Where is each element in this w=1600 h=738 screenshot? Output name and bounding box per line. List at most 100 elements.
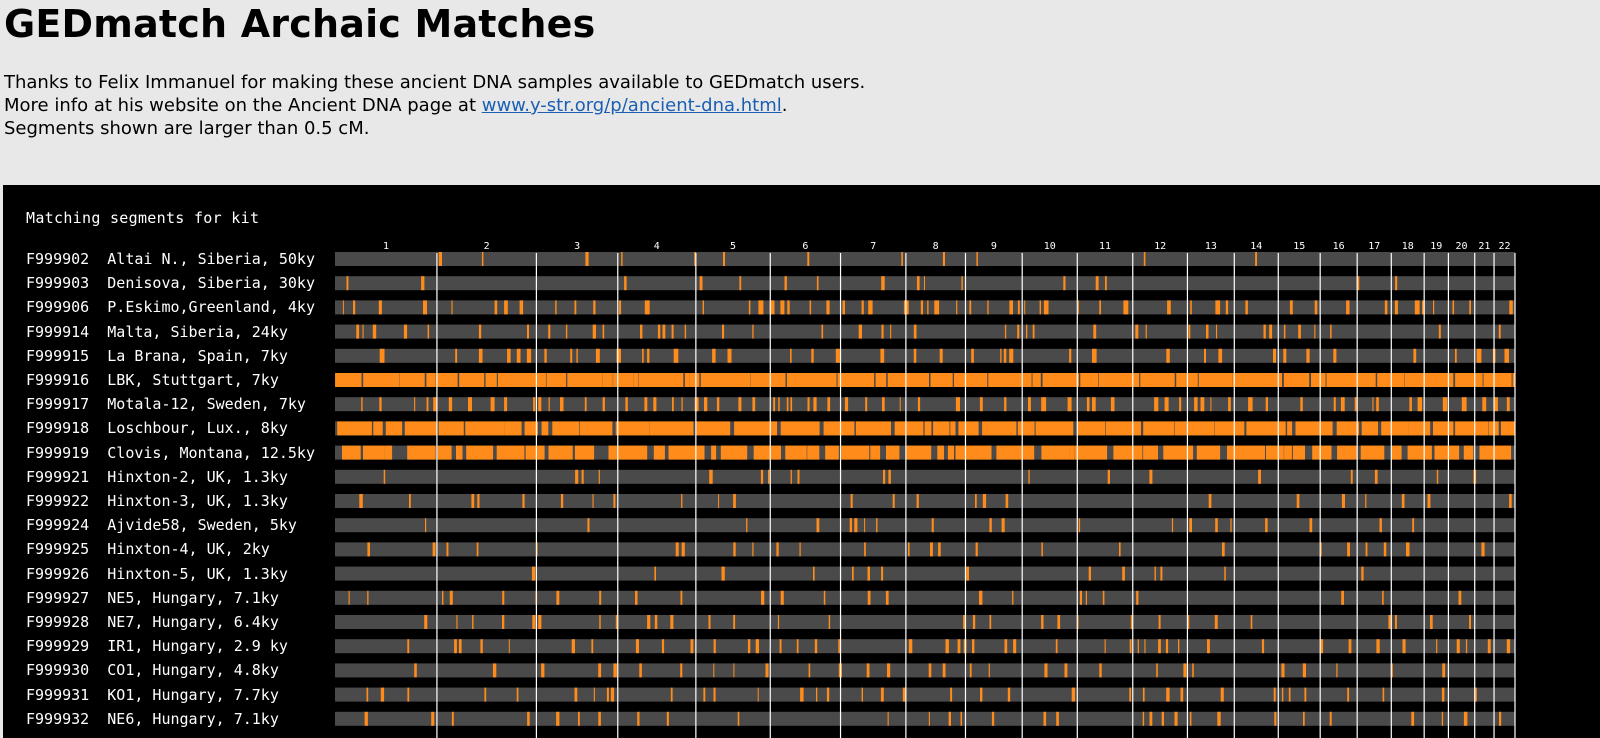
matching-segment	[492, 663, 497, 678]
matching-segment	[1136, 590, 1139, 605]
matching-segment	[1356, 276, 1360, 291]
matching-segment	[886, 445, 900, 460]
kit-row-label: F999921 Hinxton-2, UK, 1.3ky	[26, 468, 288, 486]
matching-segment	[593, 687, 595, 702]
matching-segment	[437, 445, 452, 460]
matching-segment	[1499, 711, 1502, 726]
matching-segment	[1092, 397, 1096, 412]
matching-segment	[1069, 348, 1072, 363]
matching-segment	[613, 373, 634, 387]
matching-segment	[556, 711, 560, 726]
matching-segment	[972, 639, 975, 654]
matching-segment	[581, 469, 584, 484]
matching-segment	[894, 421, 924, 436]
matching-segment	[870, 445, 881, 460]
matching-segment	[887, 711, 889, 726]
matching-segment	[748, 300, 751, 315]
kit-track-F999914	[335, 324, 1515, 339]
kit-track-F999926	[335, 566, 1515, 581]
matching-segment	[599, 615, 601, 629]
chromosome-label-12: 12	[1154, 241, 1166, 252]
matching-segment	[1200, 397, 1205, 412]
matching-segment	[1384, 300, 1388, 315]
matching-segment	[531, 566, 536, 581]
matching-segment	[813, 566, 815, 581]
matching-segment	[807, 445, 820, 460]
matching-segment	[1056, 711, 1059, 726]
matching-segment	[948, 711, 951, 726]
matching-segment	[790, 397, 793, 412]
matching-segment	[881, 276, 885, 291]
matching-segment	[1099, 663, 1102, 678]
kit-id: F999922	[26, 492, 90, 510]
kit-row-label: F999927 NE5, Hungary, 7.1ky	[26, 589, 279, 607]
matching-segment	[1458, 590, 1462, 605]
matching-segment	[1007, 687, 1011, 702]
chromosome-label-2: 2	[484, 241, 490, 252]
matching-segment	[433, 397, 437, 412]
matching-segment	[684, 324, 687, 339]
matching-segment	[727, 348, 732, 363]
matching-segment	[899, 397, 901, 412]
matching-segment	[1265, 397, 1268, 412]
matching-segment	[1329, 711, 1332, 726]
matching-segment	[435, 373, 458, 387]
matching-segment	[887, 373, 929, 387]
matching-segment	[1106, 421, 1141, 436]
matching-segment	[1295, 421, 1333, 436]
matching-segment	[780, 421, 820, 436]
matching-segment	[1438, 324, 1441, 339]
matching-segment	[885, 590, 889, 605]
matching-segment	[458, 639, 462, 654]
matching-segment	[615, 421, 650, 436]
matching-segment	[599, 590, 602, 605]
matching-segment	[385, 421, 403, 436]
matching-segment	[1509, 300, 1513, 315]
matching-segment	[991, 711, 995, 726]
matching-segment	[657, 324, 661, 339]
matching-segment	[1388, 615, 1391, 629]
matching-segment	[465, 421, 505, 436]
matching-segment	[1179, 397, 1182, 412]
matching-segment	[790, 469, 792, 484]
kit-id: F999924	[26, 516, 90, 535]
matching-segment	[1474, 687, 1477, 702]
matching-segment	[709, 469, 713, 484]
matching-segment	[757, 687, 759, 702]
matching-segment	[1456, 639, 1460, 654]
matching-segment	[378, 300, 382, 315]
matching-segment	[700, 373, 751, 387]
matching-segment	[497, 373, 546, 387]
matching-segment	[979, 590, 983, 605]
matching-segment	[1395, 276, 1398, 291]
matching-segment	[1376, 397, 1379, 412]
matching-segment	[635, 590, 638, 605]
matching-segment	[454, 639, 457, 654]
matching-segment	[1135, 324, 1139, 339]
matching-segment	[1402, 639, 1406, 654]
intro-info-suffix: .	[781, 95, 788, 116]
kit-name: Malta, Siberia, 24ky	[89, 322, 288, 341]
matching-segment	[786, 397, 789, 412]
matching-segment	[1085, 590, 1087, 605]
matching-segment	[867, 566, 870, 581]
matching-segment	[1330, 324, 1332, 339]
kit-row-label: F999932 NE6, Hungary, 7.1ky	[26, 710, 279, 728]
kit-id: F999916	[26, 371, 90, 389]
matching-segment	[1142, 687, 1145, 702]
matching-segment	[931, 518, 934, 533]
ancient-dna-link[interactable]: www.y-str.org/p/ancient-dna.html	[481, 95, 782, 116]
matching-segment	[536, 542, 538, 557]
matching-segment	[1207, 639, 1210, 654]
matching-segment	[752, 324, 754, 339]
kit-id: F999921	[26, 467, 90, 486]
matching-segment	[1320, 542, 1322, 557]
matching-segment	[1232, 373, 1282, 387]
matching-segment	[555, 300, 557, 315]
matching-segment	[755, 639, 759, 654]
matching-segment	[414, 397, 416, 412]
matching-segment	[526, 348, 532, 363]
matching-segment	[359, 494, 363, 508]
kit-name: IR1, Hungary, 2.9 ky	[89, 637, 288, 656]
matching-segment	[1158, 639, 1161, 654]
